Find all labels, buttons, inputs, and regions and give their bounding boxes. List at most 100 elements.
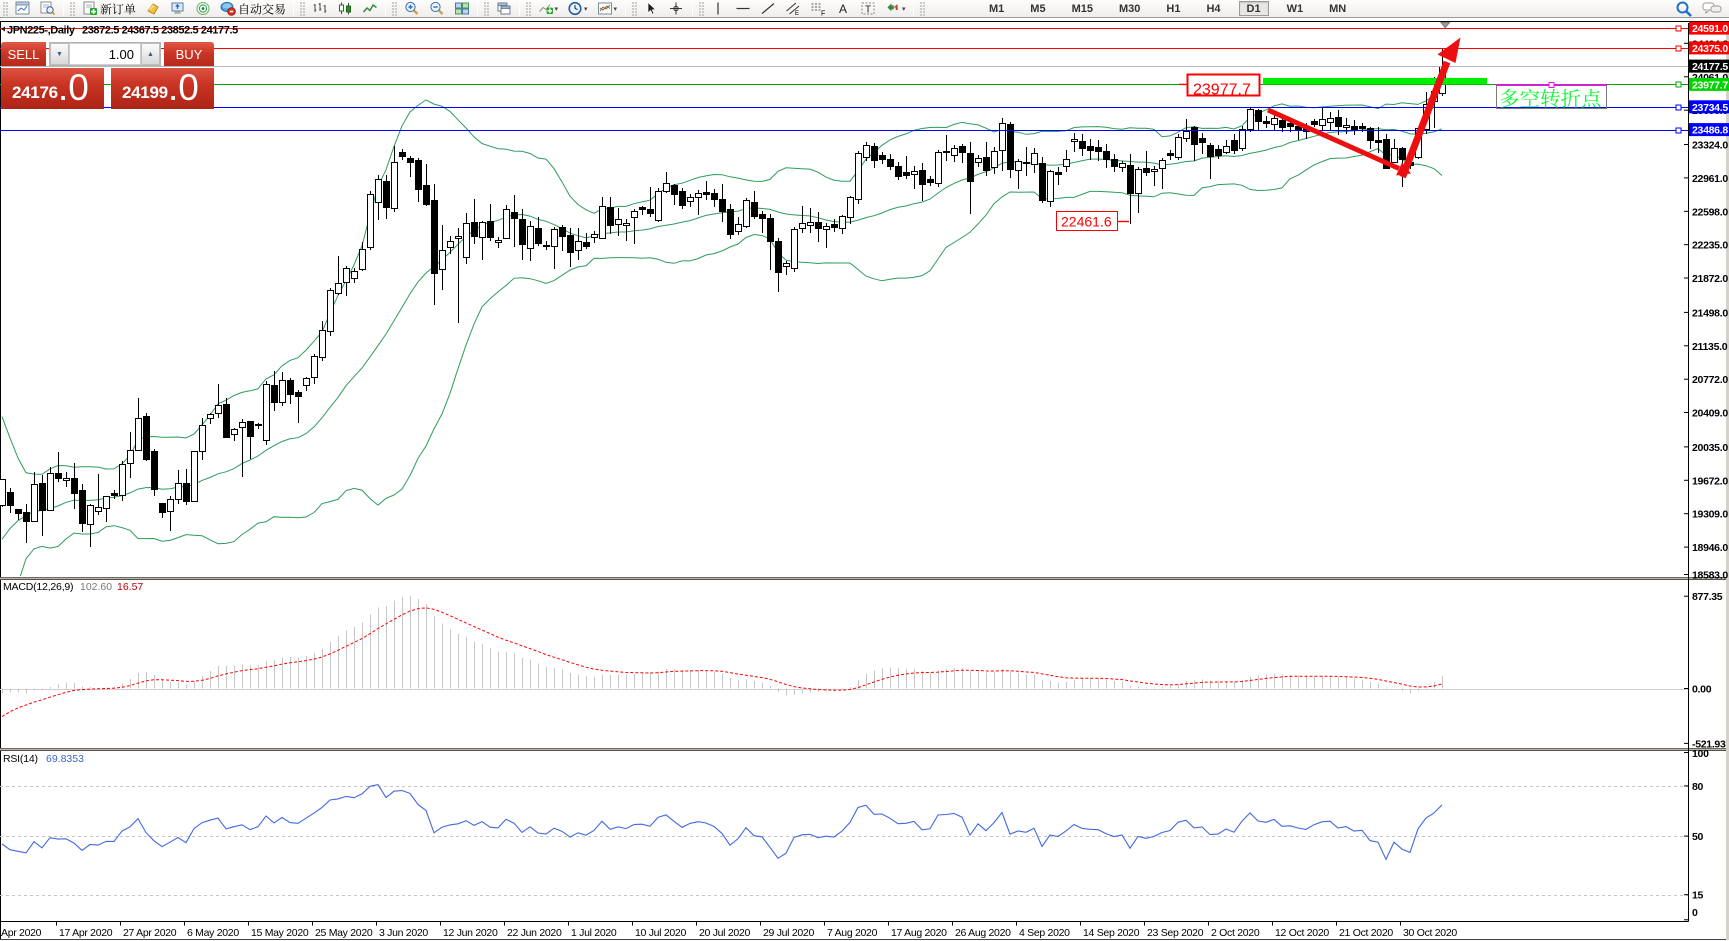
text-button[interactable]: A bbox=[831, 0, 856, 17]
candle-body bbox=[415, 160, 422, 190]
candle-body-fill bbox=[792, 230, 797, 268]
chart-title: JPN225-,Daily 23872.5 24367.5 23852.5 241… bbox=[1, 22, 1451, 37]
buy-button[interactable]: BUY bbox=[164, 42, 214, 66]
tile-windows-button[interactable] bbox=[449, 0, 474, 17]
note-text bbox=[1500, 88, 1601, 108]
profiles-button[interactable] bbox=[35, 0, 60, 17]
zoom-in-button[interactable] bbox=[399, 0, 424, 17]
price-line-label: 24591.0 bbox=[1689, 21, 1729, 35]
toolbar-grip bbox=[698, 1, 704, 16]
swing-low-label[interactable]: 22461.6 bbox=[1055, 210, 1130, 232]
price-line-label-text: 23486.8 bbox=[1692, 125, 1728, 137]
candle-wick bbox=[90, 504, 91, 547]
fibonacci-button[interactable]: F bbox=[806, 0, 831, 17]
equidistant-channel-button[interactable]: E bbox=[781, 0, 806, 17]
line-handle[interactable] bbox=[1675, 45, 1682, 52]
candle-body bbox=[887, 159, 894, 167]
candle-body bbox=[71, 478, 78, 494]
cursor-button[interactable] bbox=[639, 0, 664, 17]
signals-button[interactable] bbox=[190, 0, 215, 17]
new-order-label-text bbox=[99, 2, 136, 15]
main-pane bbox=[0, 49, 1446, 576]
candle-body-fill bbox=[592, 235, 597, 237]
volume-input[interactable]: 1.00 bbox=[69, 43, 141, 65]
crosshair-button[interactable] bbox=[664, 0, 689, 17]
swing-low-text: 22461.6 bbox=[1061, 214, 1112, 230]
candle-body bbox=[407, 158, 414, 163]
candle-body bbox=[1055, 172, 1062, 175]
candlestick-chart-button[interactable] bbox=[332, 0, 357, 17]
pane-separator[interactable] bbox=[0, 577, 1726, 580]
timeframe-w1-button[interactable]: W1 bbox=[1286, 2, 1304, 15]
timeframe-m1-button[interactable]: M1 bbox=[989, 2, 1005, 15]
level-price-label[interactable]: 23977.7 bbox=[1179, 73, 1261, 99]
arrows-dropdown-icon[interactable]: ▾ bbox=[902, 5, 906, 13]
volume-decrease-button[interactable]: ▼ bbox=[50, 43, 69, 65]
horizontal-line-button[interactable] bbox=[731, 0, 756, 17]
price-line-label-text: 24177.5 bbox=[1692, 61, 1728, 73]
vertical-line-button[interactable] bbox=[706, 0, 731, 17]
line-chart-button[interactable] bbox=[357, 0, 382, 17]
line-handle[interactable] bbox=[1675, 25, 1682, 32]
publish-button[interactable] bbox=[165, 0, 190, 17]
timeframe-m15-button[interactable]: M15 bbox=[1071, 2, 1093, 15]
candle-body-fill bbox=[1248, 110, 1253, 129]
candle-body bbox=[671, 185, 678, 195]
candle-body bbox=[1311, 121, 1318, 125]
profiles-icon bbox=[40, 1, 56, 16]
candle-body-fill bbox=[352, 272, 357, 278]
metaeditor-button[interactable] bbox=[140, 0, 165, 17]
text-label-button[interactable]: T bbox=[856, 0, 881, 17]
timeframe-mn-button[interactable]: MN bbox=[1329, 2, 1347, 15]
autotrading-button[interactable] bbox=[215, 0, 290, 17]
note-annotation[interactable] bbox=[1496, 82, 1609, 109]
volume-increase-button[interactable]: ▲ bbox=[141, 43, 160, 65]
pane-separator[interactable] bbox=[0, 748, 1726, 751]
candle-body-fill bbox=[88, 506, 93, 524]
templates-dropdown-icon[interactable]: ▾ bbox=[613, 5, 618, 13]
green-highlight-bar[interactable] bbox=[1263, 77, 1487, 85]
sell-button[interactable]: SELL bbox=[1, 42, 46, 66]
templates-button[interactable]: ▾ bbox=[592, 0, 622, 17]
autoscroll-marker[interactable] bbox=[1439, 22, 1451, 29]
line-handle[interactable] bbox=[1675, 127, 1682, 134]
selection-handle[interactable] bbox=[1548, 82, 1555, 88]
macd-scale-label: 0.00 bbox=[1692, 684, 1712, 696]
periods-dropdown-icon[interactable]: ▾ bbox=[584, 5, 588, 13]
timeframe-d1-button[interactable]: D1 bbox=[1238, 1, 1269, 16]
arrange-windows-button[interactable] bbox=[491, 0, 516, 17]
chat-button[interactable] bbox=[1697, 0, 1726, 17]
bar-chart-button[interactable] bbox=[307, 0, 332, 17]
sell-price-box[interactable]: 24176 .0 bbox=[1, 67, 104, 109]
new-chart-button[interactable] bbox=[10, 0, 35, 17]
price-line-label-text: 24375.0 bbox=[1692, 43, 1728, 55]
indicators-button[interactable]: ▾ bbox=[533, 0, 563, 17]
trendline-button[interactable] bbox=[756, 0, 781, 17]
indicators-dropdown-icon[interactable]: ▾ bbox=[554, 5, 559, 13]
toolbar-grip bbox=[3, 1, 8, 16]
candle-body bbox=[727, 209, 734, 235]
zoom-out-button[interactable] bbox=[424, 0, 449, 17]
trend-arrows[interactable] bbox=[1266, 37, 1461, 179]
new-order-button[interactable] bbox=[77, 0, 140, 17]
timeframe-m30-button[interactable]: M30 bbox=[1118, 2, 1141, 15]
line-handle[interactable] bbox=[1675, 81, 1682, 88]
timeframe-m5-button[interactable]: M5 bbox=[1030, 2, 1046, 15]
time-axis[interactable]: Apr 2020 17 Apr 2020 27 Apr 2020 6 May 2020… bbox=[1, 921, 1458, 940]
line-handle[interactable] bbox=[1675, 104, 1682, 111]
toolbar-grip bbox=[392, 1, 397, 16]
periods-button[interactable]: ▾ bbox=[563, 0, 593, 17]
svg-text:E: E bbox=[795, 11, 799, 16]
timeframe-h1-button[interactable]: H1 bbox=[1166, 2, 1181, 15]
candle-wick bbox=[1074, 133, 1075, 152]
arrows-button[interactable]: ▾ bbox=[881, 0, 911, 17]
timeframe-h4-button[interactable]: H4 bbox=[1206, 2, 1221, 15]
price-scale[interactable]: 24424.824061.023698.023324.022961.022598… bbox=[0, 21, 1729, 922]
arrows-icon bbox=[885, 1, 901, 16]
candles bbox=[0, 49, 1446, 547]
search-button[interactable] bbox=[1670, 0, 1697, 17]
buy-price-box[interactable]: 24199 .0 bbox=[111, 67, 214, 109]
rsi-scale: 100 80 50 15 0 bbox=[1684, 748, 1709, 921]
price-line-label-text: 23734.5 bbox=[1692, 102, 1728, 114]
